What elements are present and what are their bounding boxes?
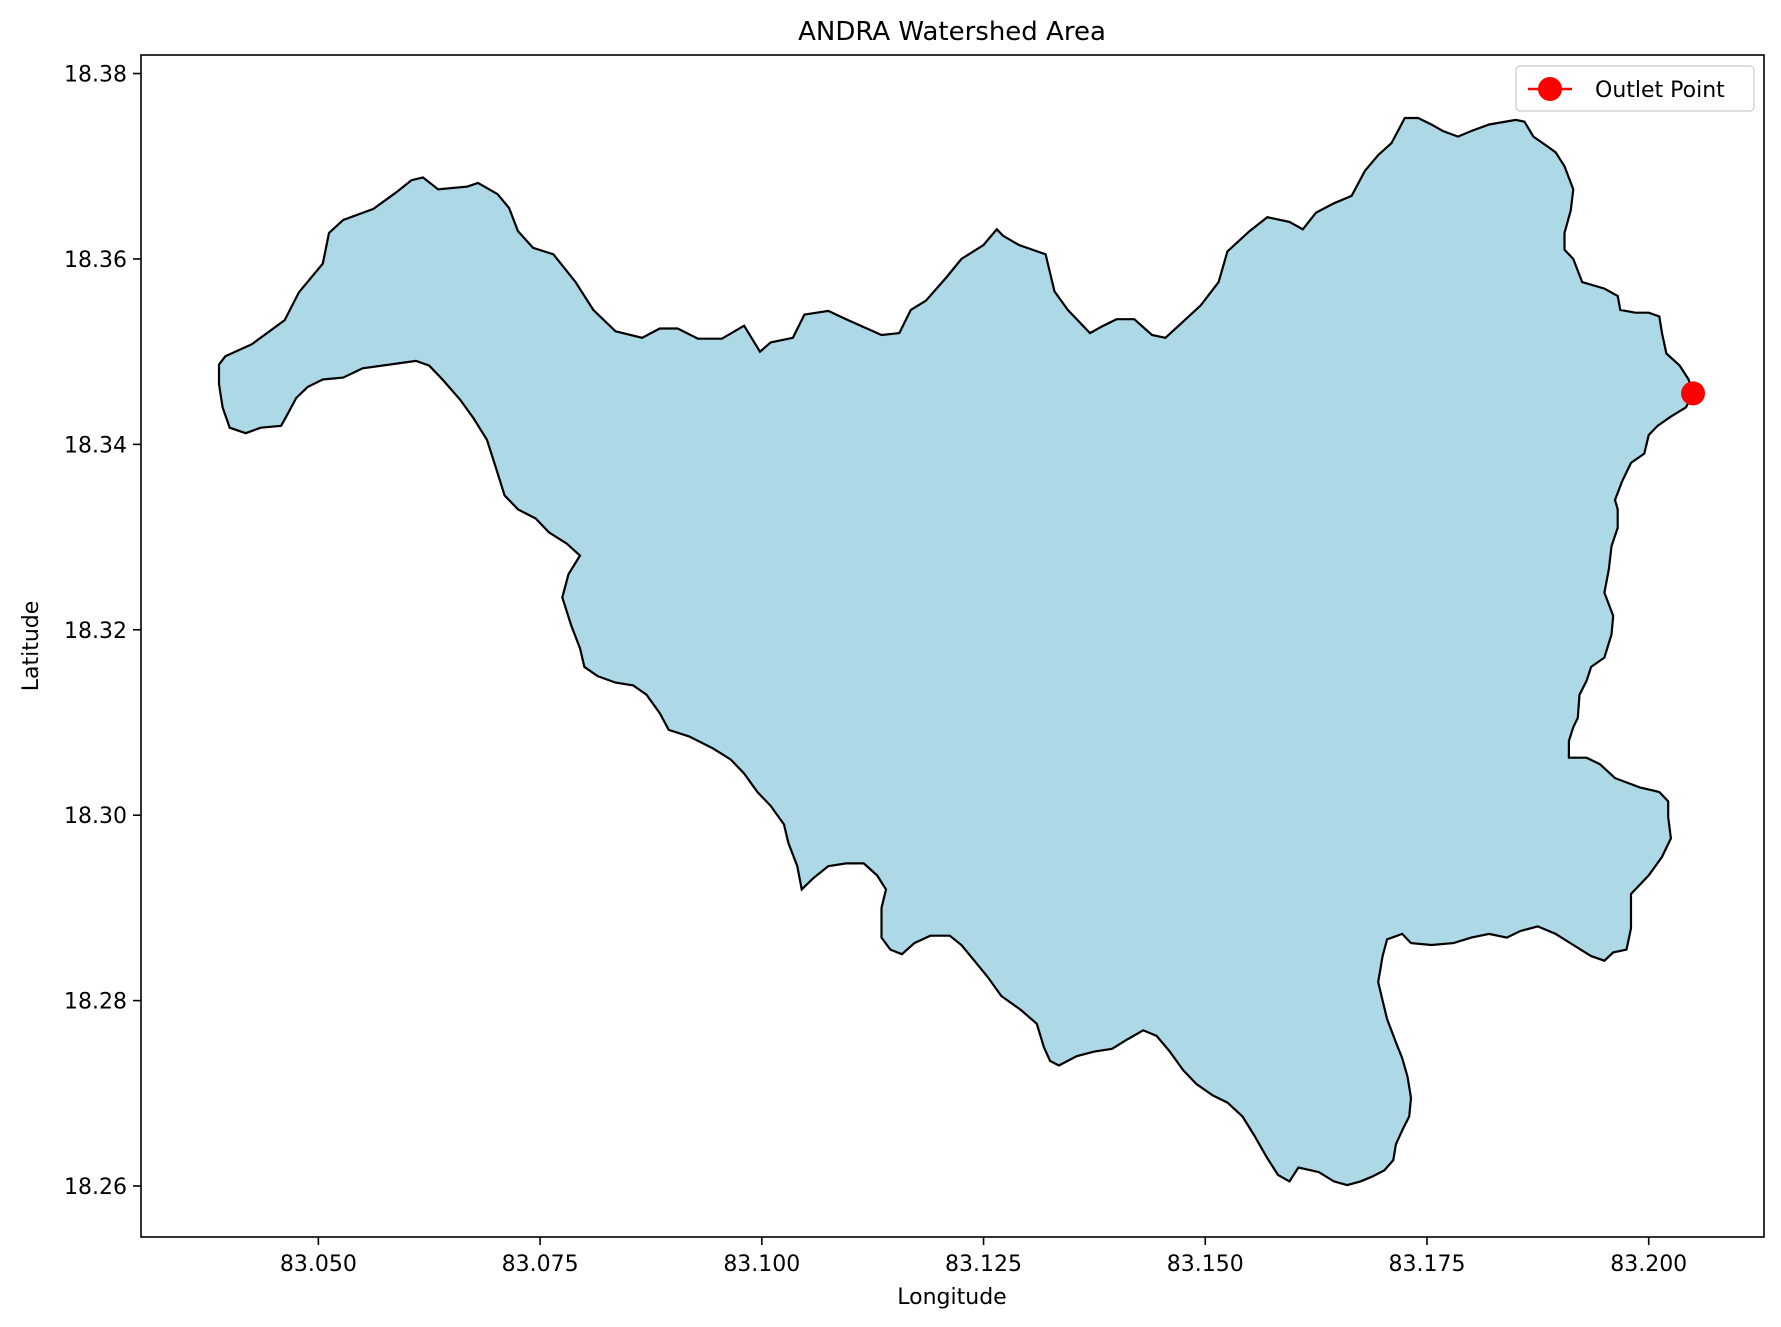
y-tick-label: 18.38 bbox=[64, 63, 127, 88]
y-tick-label: 18.26 bbox=[64, 1175, 127, 1200]
x-tick-label: 83.075 bbox=[502, 1252, 579, 1277]
y-axis-ticks: 18.26 18.28 18.30 18.32 18.34 18.36 18.38 bbox=[64, 63, 141, 1200]
y-axis-label: Latitude bbox=[19, 601, 44, 692]
legend: Outlet Point bbox=[1515, 65, 1755, 112]
x-tick-label: 83.200 bbox=[1610, 1252, 1687, 1277]
x-tick-label: 83.150 bbox=[1167, 1252, 1244, 1277]
y-tick-label: 18.34 bbox=[64, 433, 127, 458]
chart-title: ANDRA Watershed Area bbox=[798, 17, 1106, 47]
legend-entry-outlet-point: Outlet Point bbox=[1595, 78, 1725, 103]
outlet-point-marker bbox=[1681, 381, 1706, 406]
y-tick-label: 18.36 bbox=[64, 248, 127, 273]
y-tick-label: 18.32 bbox=[64, 619, 127, 644]
y-tick-label: 18.28 bbox=[64, 990, 127, 1015]
x-tick-label: 83.175 bbox=[1388, 1252, 1465, 1277]
x-tick-label: 83.125 bbox=[945, 1252, 1022, 1277]
x-tick-label: 83.100 bbox=[723, 1252, 800, 1277]
legend-box bbox=[1515, 65, 1755, 112]
x-axis-label: Longitude bbox=[897, 1285, 1006, 1310]
plot-frame bbox=[140, 54, 1765, 1238]
y-tick-label: 18.30 bbox=[64, 804, 127, 829]
x-tick-label: 83.050 bbox=[280, 1252, 357, 1277]
x-axis-ticks: 83.050 83.075 83.100 83.125 83.150 83.175 83.2… bbox=[280, 1237, 1687, 1277]
legend-marker bbox=[1538, 77, 1562, 101]
watershed-polygon bbox=[217, 116, 1695, 1187]
plot-area bbox=[140, 54, 1765, 1238]
